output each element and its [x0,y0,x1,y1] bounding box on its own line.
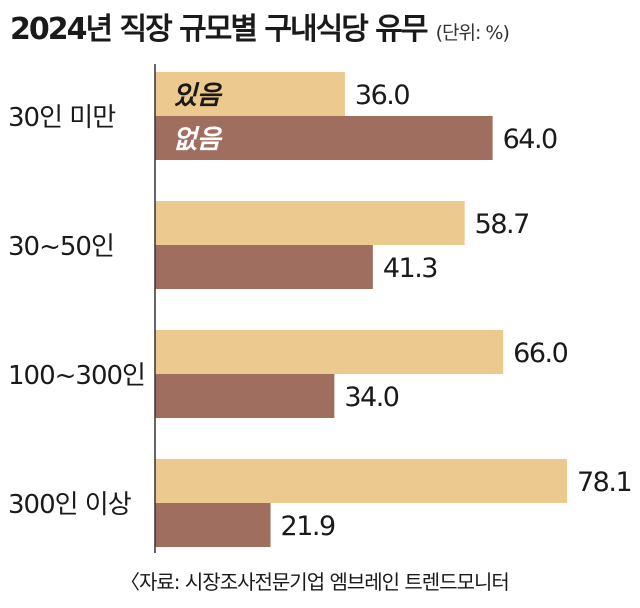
bar [155,201,465,245]
bar [155,330,504,374]
data-label: 66.0 [513,338,567,369]
category-label: 100~300인 [8,361,145,391]
chart-title: 2024년 직장 규모별 구내식당 유무 [10,12,428,47]
data-label: 21.9 [281,511,335,542]
data-label: 78.1 [577,467,631,498]
bar [155,374,335,418]
bar [155,245,373,289]
bar [155,459,567,503]
legend-label: 있음 [173,81,223,111]
bar [155,72,345,116]
legend-label: 없음 [173,125,223,155]
unit-label: (단위: %) [435,22,510,44]
data-label: 41.3 [383,253,437,284]
data-label: 36.0 [355,80,409,111]
bar [155,116,493,160]
data-label: 34.0 [344,382,398,413]
bar [155,503,271,547]
title-row: 2024년 직장 규모별 구내식당 유무 (단위: %) [10,4,510,48]
data-label: 64.0 [503,124,557,155]
category-label: 30~50인 [8,232,114,262]
category-label: 30인 미만 [8,103,115,133]
source-note: 〈자료: 시장조사전문기업 엠브레인 트렌드모니터 [120,570,510,594]
data-label: 58.7 [475,209,529,240]
category-label: 300인 이상 [8,490,131,520]
